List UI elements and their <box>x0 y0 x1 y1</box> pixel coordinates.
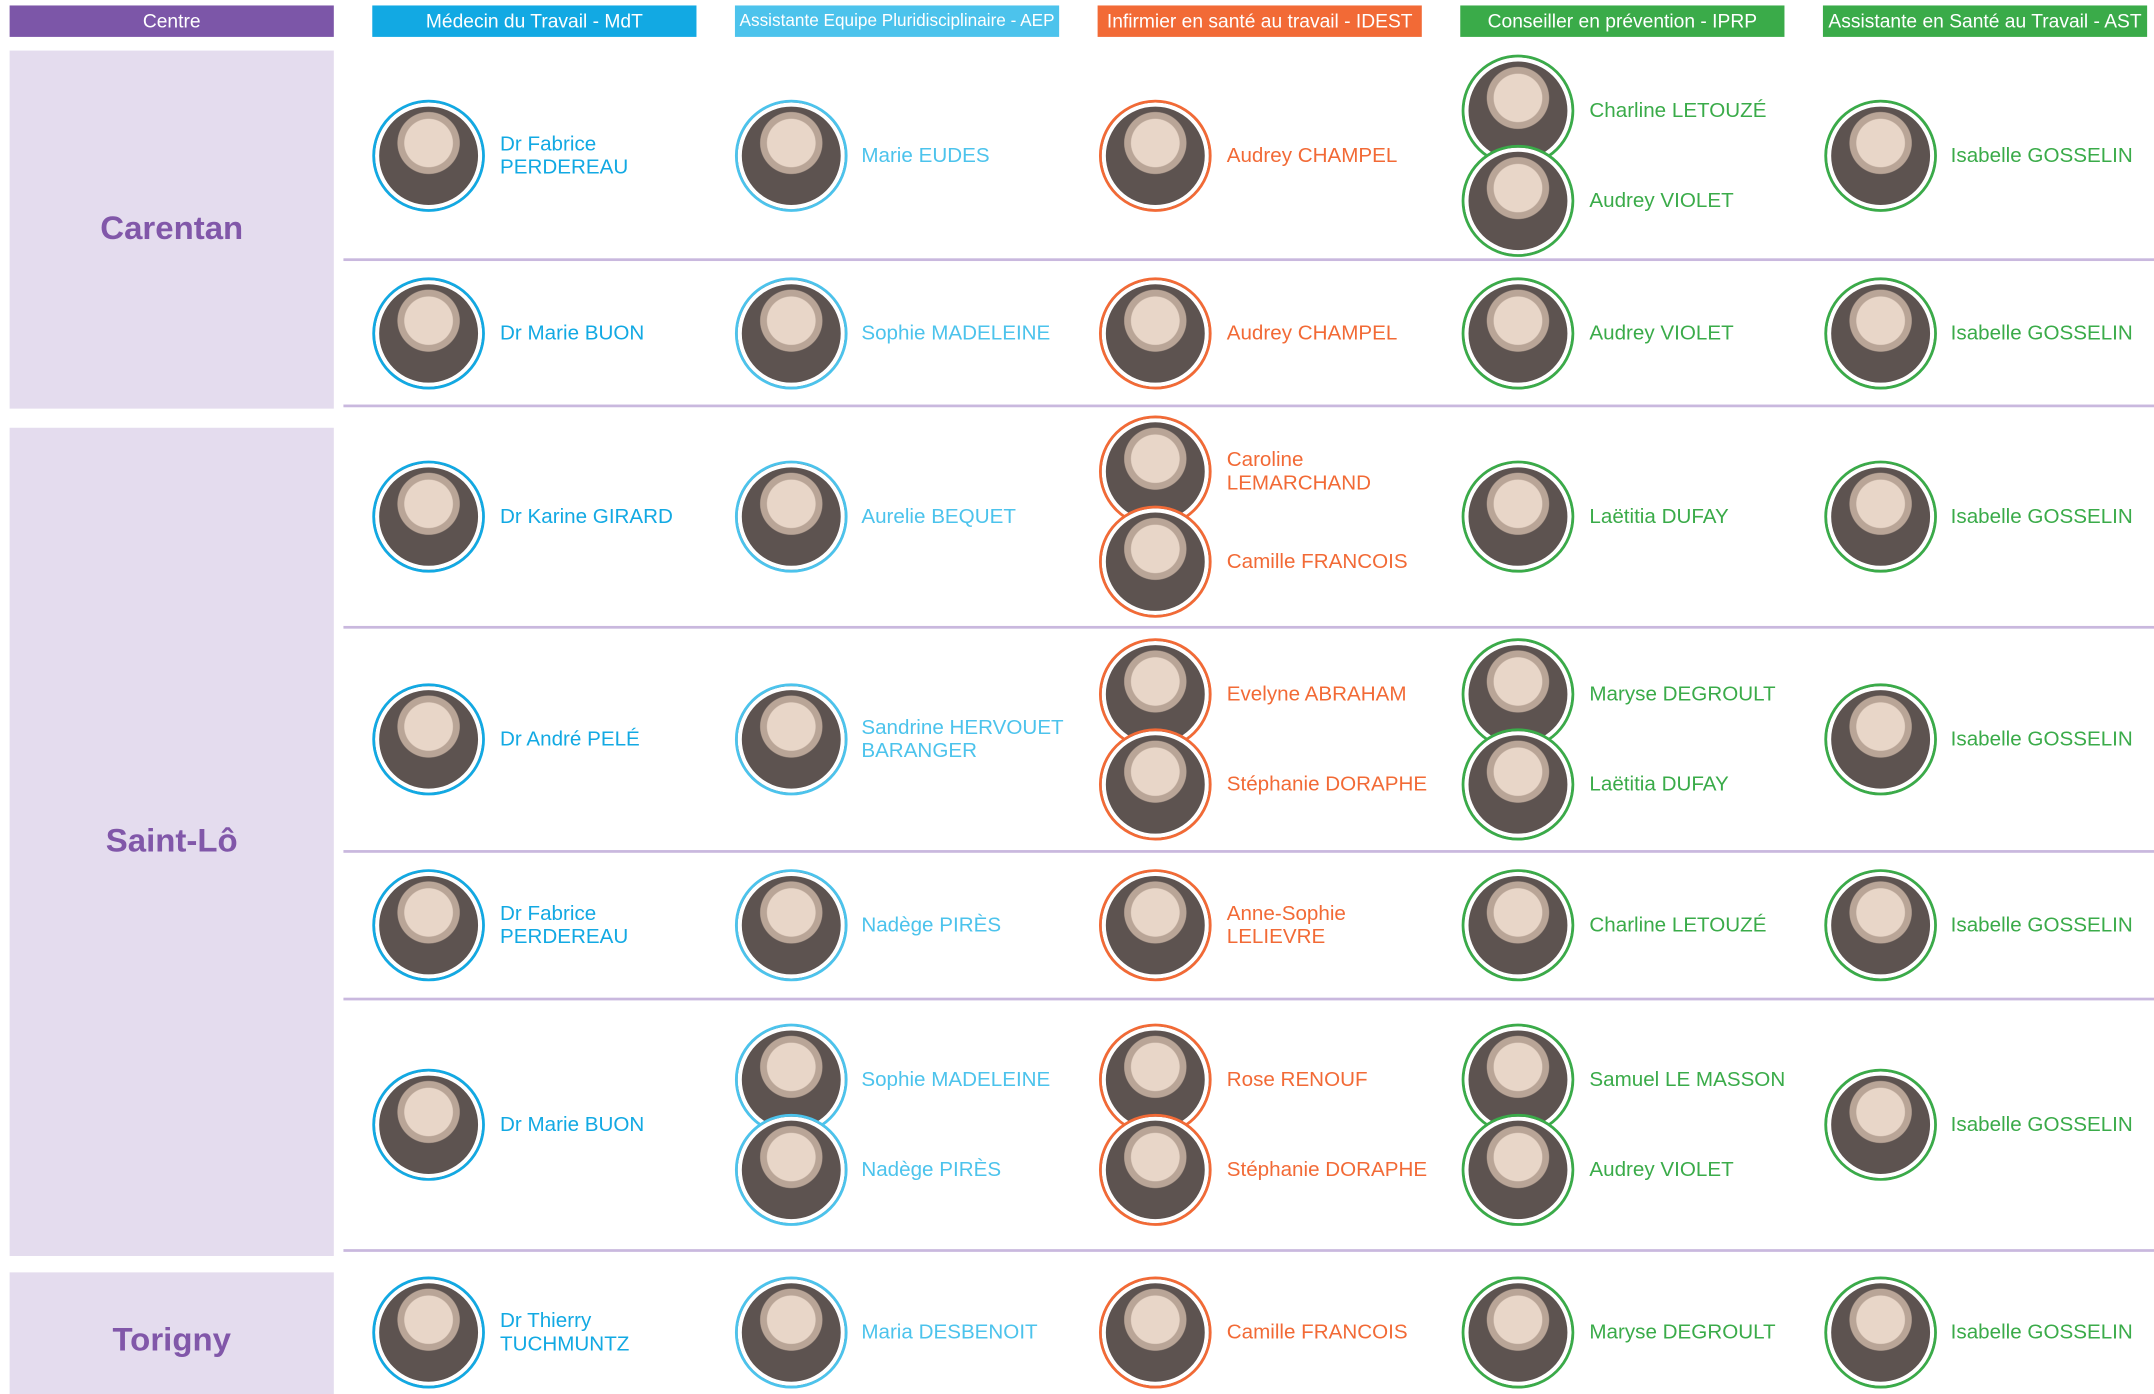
staff-name: Nadège PIRÈS <box>861 913 1002 937</box>
avatar <box>1098 276 1212 389</box>
staff-name: Stéphanie DORAPHE <box>1226 772 1428 797</box>
staff-name: Dr Fabrice PERDEREAU <box>500 902 629 949</box>
avatar <box>734 99 848 212</box>
row-divider <box>343 850 2154 853</box>
staff-name: Isabelle GOSSELIN <box>1950 504 2133 529</box>
staff-name: Camille FRANCOIS <box>1226 550 1408 574</box>
staff-name: Dr Marie BUON <box>500 321 645 345</box>
staff-name: Camille FRANCOIS <box>1226 1320 1408 1345</box>
avatar <box>734 683 848 796</box>
avatar <box>1098 505 1212 618</box>
staff-name: Isabelle GOSSELIN <box>1950 143 2133 167</box>
column-header: Assistante Equipe Pluridisciplinaire - A… <box>734 5 1060 37</box>
staff-name: Isabelle GOSSELIN <box>1950 321 2133 345</box>
staff-name: Isabelle GOSSELIN <box>1950 913 2133 937</box>
row-divider <box>343 997 2154 1001</box>
row-divider <box>343 625 2154 629</box>
staff-name: Rose RENOUF <box>1226 1068 1368 1092</box>
avatar <box>1461 276 1575 389</box>
avatar <box>1461 1113 1575 1226</box>
avatar <box>1461 144 1575 257</box>
staff-name: Dr André PELÉ <box>500 727 640 751</box>
staff-name: Dr Thierry TUCHMUNTZ <box>500 1309 630 1356</box>
staff-name: Stéphanie DORAPHE <box>1226 1158 1428 1182</box>
avatar <box>372 99 485 212</box>
staff-name: Dr Fabrice PERDEREAU <box>500 131 629 179</box>
avatar <box>1461 1276 1575 1389</box>
staff-name: Maryse DEGROULT <box>1589 682 1776 706</box>
avatar <box>1824 99 1937 212</box>
avatar <box>1824 1068 1937 1181</box>
staff-name: Maria DESBENOIT <box>861 1320 1038 1345</box>
staff-name: Charline LETOUZÉ <box>1589 98 1767 122</box>
staff-name: Caroline LEMARCHAND <box>1226 448 1371 495</box>
avatar <box>1461 460 1575 573</box>
centre-label: Carentan <box>9 50 334 409</box>
column-header: Médecin du Travail - MdT <box>372 5 697 37</box>
row-divider <box>343 404 2154 408</box>
avatar <box>734 460 848 573</box>
staff-name: Aurelie BEQUET <box>861 504 1016 529</box>
centre-label: Torigny <box>9 1272 334 1394</box>
avatar <box>734 276 848 389</box>
avatar <box>734 1113 848 1226</box>
row-divider <box>343 258 2154 262</box>
staff-name: Marie EUDES <box>861 143 990 167</box>
avatar <box>372 869 485 982</box>
avatar <box>1461 728 1575 841</box>
avatar <box>1824 276 1937 389</box>
staff-name: Laëtitia DUFAY <box>1589 504 1729 529</box>
avatar <box>1098 99 1212 212</box>
avatar <box>1098 869 1212 982</box>
avatar <box>372 683 485 796</box>
row-divider <box>343 1249 2154 1252</box>
staff-name: Nadège PIRÈS <box>861 1158 1002 1182</box>
staff-name: Samuel LE MASSON <box>1589 1068 1786 1092</box>
staff-name: Charline LETOUZÉ <box>1589 913 1767 937</box>
centre-label: Saint-Lô <box>9 427 334 1256</box>
avatar <box>1461 869 1575 982</box>
staff-name: Audrey CHAMPEL <box>1226 321 1398 345</box>
staff-name: Dr Marie BUON <box>500 1113 645 1137</box>
avatar <box>372 1068 485 1181</box>
avatar <box>1098 1276 1212 1389</box>
column-header: Centre <box>9 5 334 37</box>
staff-name: Audrey CHAMPEL <box>1226 143 1398 167</box>
staff-name: Sophie MADELEINE <box>861 321 1051 345</box>
column-header: Conseiller en prévention - IPRP <box>1460 5 1785 37</box>
staff-name: Audrey VIOLET <box>1589 1158 1734 1182</box>
staff-name: Isabelle GOSSELIN <box>1950 1113 2133 1137</box>
staff-name: Dr Karine GIRARD <box>500 504 673 529</box>
avatar <box>372 276 485 389</box>
avatar <box>1824 683 1937 796</box>
staff-name: Isabelle GOSSELIN <box>1950 1320 2133 1345</box>
avatar <box>372 1276 485 1389</box>
staff-name: Anne-Sophie LELIEVRE <box>1226 902 1346 949</box>
avatar <box>1824 869 1937 982</box>
avatar <box>372 460 485 573</box>
staff-name: Sophie MADELEINE <box>861 1068 1051 1092</box>
avatar <box>1461 1023 1575 1136</box>
staff-name: Sandrine HERVOUET BARANGER <box>861 716 1064 763</box>
staff-name: Isabelle GOSSELIN <box>1950 727 2133 751</box>
column-header: Assistante en Santé au Travail - AST <box>1822 5 2148 37</box>
staff-name: Audrey VIOLET <box>1589 321 1734 345</box>
avatar <box>1098 728 1212 841</box>
staff-name: Laëtitia DUFAY <box>1589 772 1729 797</box>
avatar <box>1824 1276 1937 1389</box>
staff-name: Maryse DEGROULT <box>1589 1320 1776 1345</box>
avatar <box>1824 460 1937 573</box>
staff-name: Evelyne ABRAHAM <box>1226 682 1407 706</box>
column-header: Infirmier en santé au travail - IDEST <box>1097 5 1422 37</box>
avatar <box>1098 1113 1212 1226</box>
avatar <box>734 869 848 982</box>
staff-name: Audrey VIOLET <box>1589 188 1734 212</box>
avatar <box>734 1276 848 1389</box>
